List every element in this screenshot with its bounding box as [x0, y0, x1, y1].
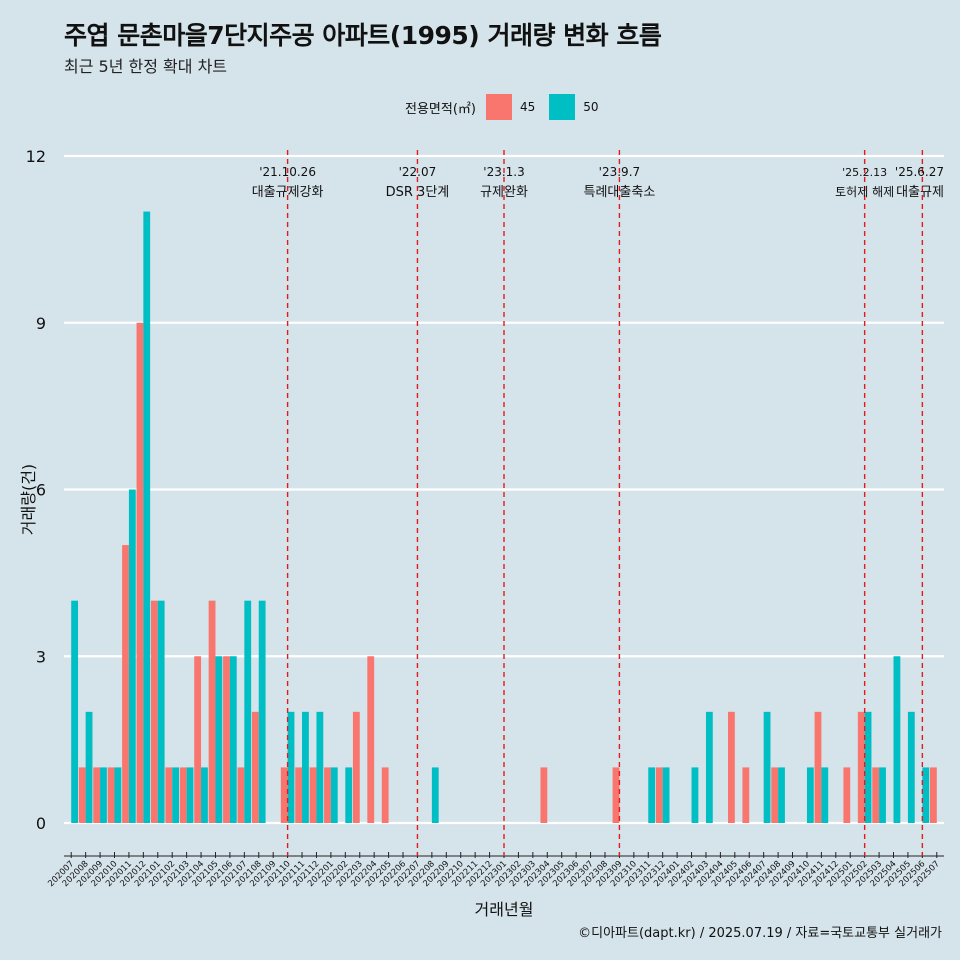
bar-202008-50: [85, 711, 93, 823]
y-axis-title: 거래량(건): [19, 464, 38, 535]
bar-202103-50: [186, 767, 194, 823]
source-caption: ©디아파트(dapt.kr) / 2025.07.19 / 자료=국토교통부 실…: [578, 926, 942, 941]
bar-202102-45: [165, 767, 173, 823]
event-date-202207: '22.07: [399, 165, 437, 179]
bar-202101-45: [150, 600, 158, 823]
bar-202107-45: [237, 767, 245, 823]
bar-202111-50: [302, 711, 309, 823]
y-tick-label-3: 3: [36, 647, 46, 666]
bar-202110-45: [280, 767, 288, 823]
bar-202405-45: [728, 711, 735, 823]
bar-202204-45: [367, 656, 375, 823]
bar-202106-50: [229, 656, 237, 823]
event-label-202207: DSR 3단계: [386, 185, 450, 200]
bar-202007-50: [71, 600, 79, 823]
bar-202104-45: [194, 656, 202, 823]
bar-202304-45: [540, 767, 548, 823]
bar-202008-45: [78, 767, 86, 823]
bar-202106-45: [223, 656, 230, 823]
bar-202408-45: [771, 767, 779, 823]
bar-202202-50: [345, 767, 353, 823]
y-tick-label-9: 9: [36, 314, 46, 333]
bar-202411-45: [814, 711, 822, 823]
legend-key-50: [549, 94, 576, 120]
bar-202504-50: [893, 656, 901, 823]
bar-202108-45: [251, 711, 259, 823]
y-tick-label-6: 6: [36, 481, 46, 500]
event-date-202506: '25.6.27: [895, 165, 944, 179]
event-date-202309: '23.9.7: [599, 165, 640, 179]
bar-202104-50: [201, 767, 208, 823]
bar-202112-45: [309, 767, 317, 823]
event-date-202301: '23.1.3: [483, 165, 524, 179]
x-axis-title: 거래년월: [475, 900, 534, 919]
bar-202105-45: [208, 600, 216, 823]
event-label-202309: 특례대출축소: [584, 185, 656, 200]
bar-202501-45: [843, 767, 851, 823]
bar-202410-50: [806, 767, 814, 823]
event-date-202502: '25.2.13: [842, 166, 887, 179]
bar-202403-50: [705, 711, 713, 823]
bar-202502-50: [864, 711, 872, 823]
legend: 전용면적(㎡) 45 50: [405, 93, 613, 121]
event-label-202301: 규제완화: [480, 185, 528, 200]
bar-202009-45: [93, 767, 101, 823]
legend-key-45: [485, 94, 512, 120]
bar-202201-50: [330, 767, 338, 823]
bar-202009-50: [100, 767, 107, 823]
bar-202112-50: [316, 711, 324, 823]
legend-label-45: 45: [519, 100, 536, 114]
bar-202311-50: [648, 767, 656, 823]
legend-title: 전용면적(㎡): [405, 101, 476, 117]
bar-202503-45: [872, 767, 880, 823]
bar-202103-45: [179, 767, 187, 823]
bar-202102-50: [172, 767, 180, 823]
bar-202108-50: [258, 600, 266, 823]
bar-202111-45: [295, 767, 303, 823]
bar-202012-50: [143, 211, 151, 824]
bar-202506-50: [922, 767, 930, 823]
bar-202010-45: [107, 767, 115, 823]
bar-202503-50: [879, 767, 886, 823]
bar-202203-45: [352, 711, 360, 823]
bar-202408-50: [778, 767, 785, 823]
y-tick-label-0: 0: [36, 814, 46, 833]
bar-202110-50: [287, 711, 295, 823]
bar-202312-45: [655, 767, 663, 823]
bar-202011-50: [128, 489, 136, 823]
bar-202101-50: [157, 600, 165, 823]
bar-202312-50: [662, 767, 670, 823]
bar-202309-45: [612, 767, 620, 823]
bar-202406-45: [742, 767, 750, 823]
chart-title: 주엽 문촌마을7단지주공 아파트(1995) 거래량 변화 흐름: [64, 21, 662, 50]
event-label-202110: 대출규제강화: [252, 185, 324, 200]
legend-label-50: 50: [583, 100, 599, 114]
event-label-202502: 토허제 해제: [835, 185, 894, 199]
event-label-202506: 대출규제: [896, 185, 944, 200]
bar-202105-50: [215, 656, 223, 823]
bar-202107-50: [244, 600, 252, 823]
bar-202012-45: [136, 322, 144, 823]
bar-202502-45: [857, 711, 865, 823]
bar-202205-45: [381, 767, 389, 823]
bar-202505-50: [907, 711, 915, 823]
bar-202208-50: [431, 767, 439, 823]
bar-202507-45: [929, 767, 937, 823]
bar-202010-50: [114, 767, 122, 823]
event-date-202110: '21.10.26: [259, 165, 316, 179]
y-tick-label-12: 12: [26, 147, 46, 166]
chart-subtitle: 최근 5년 한정 확대 차트: [64, 57, 228, 76]
bar-202407-50: [763, 711, 771, 823]
bar-202402-50: [691, 767, 699, 823]
bar-202201-45: [324, 767, 331, 823]
bar-202411-50: [821, 767, 829, 823]
bar-202011-45: [122, 545, 129, 823]
